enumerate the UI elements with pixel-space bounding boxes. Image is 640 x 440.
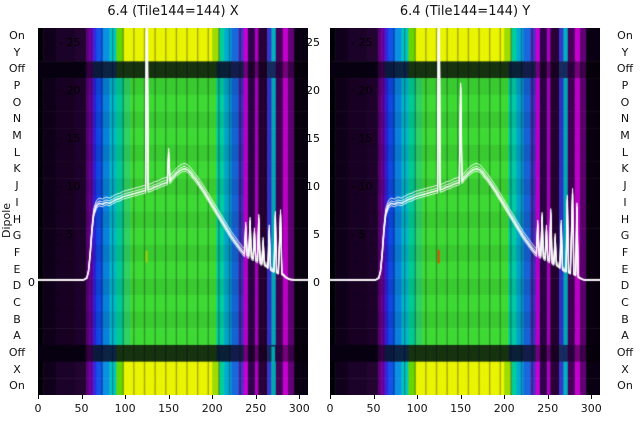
dipole-row-label-right: H (620, 212, 630, 226)
dipole-row-label-right: B (621, 312, 629, 326)
x-tick-label: 200 (201, 402, 223, 415)
dipole-row-label-left: F (13, 245, 21, 259)
dipole-row-label-right: M (620, 129, 630, 143)
x-tick-mark (38, 395, 39, 399)
x-tick-mark (547, 395, 549, 399)
x-tick-label: 150 (158, 402, 180, 415)
dipole-row-label-left: X (13, 362, 21, 376)
x-tick-mark (168, 395, 170, 399)
dipole-row-label-left: G (12, 229, 22, 243)
dipole-row-label-left: E (13, 262, 21, 276)
y-tick-label-inner: - 20 (351, 84, 373, 97)
dipole-row-label-left: L (13, 145, 21, 159)
dipole-row-label-left: K (13, 162, 21, 176)
dipole-row-label-right: J (623, 179, 627, 193)
dipole-row-label-left: N (12, 112, 22, 126)
y-tick-label-gap: 5 (313, 228, 320, 241)
x-tick-label: 200 (493, 402, 515, 415)
dipole-row-label-left: A (13, 329, 21, 343)
dipole-row-label-left: On (9, 29, 25, 42)
dipole-row-label-right: G (620, 229, 630, 243)
dipole-row-label-left: O (12, 95, 22, 109)
dipole-row-label-right: K (621, 162, 629, 176)
dipole-row-label-right: N (620, 112, 630, 126)
dipole-row-label-right: D (620, 279, 630, 293)
y-tick-label-gap: 15 (306, 132, 320, 145)
y-tick-label-gap: 10 (306, 180, 320, 193)
x-tick-label: 300 (288, 402, 310, 415)
heatmap-panel-x (38, 28, 308, 395)
x-tick-mark (299, 395, 301, 399)
dipole-row-label-left: J (15, 179, 19, 193)
dipole-row-label-right: F (621, 245, 629, 259)
dipole-row-label-right: Off (616, 62, 634, 76)
y-tick-label-gap: 20 (306, 84, 320, 97)
x-tick-label: 100 (406, 402, 428, 415)
y-tick-label-inner: - 20 (59, 84, 81, 97)
dipole-row-label-left: I (15, 195, 19, 209)
x-tick-label: 50 (366, 402, 381, 415)
dipole-row-label-right: On (617, 29, 633, 42)
dipole-row-label-left: H (12, 212, 22, 226)
heatmap-panel-y (330, 28, 600, 395)
dipole-row-label-right: I (623, 195, 627, 209)
dipole-row-label-right: X (621, 362, 629, 376)
x-tick-label: 300 (580, 402, 602, 415)
dipole-row-label-left: Y (13, 45, 21, 59)
x-tick-mark (373, 395, 375, 399)
dipole-row-label-right: On (617, 379, 633, 393)
x-tick-mark (591, 395, 593, 399)
y-tick-label-inner: - 15 (59, 132, 81, 145)
y-tick-label-inner: - 10 (59, 180, 81, 193)
y-zero-label-left: 0 (28, 276, 35, 289)
x-tick-label: 0 (326, 402, 334, 415)
dipole-row-label-right: E (621, 262, 629, 276)
x-tick-label: 50 (74, 402, 89, 415)
dipole-row-label-right: Y (621, 45, 629, 59)
x-tick-label: 250 (537, 402, 559, 415)
dipole-row-label-left: Off (8, 62, 26, 76)
y-tick-label-inner: - 5 (351, 228, 366, 241)
x-tick-mark (417, 395, 419, 399)
dipole-row-label-left: D (12, 279, 22, 293)
dipole-row-label-left: C (13, 295, 21, 309)
x-tick-mark (212, 395, 214, 399)
dipole-row-label-right: A (621, 329, 629, 343)
dipole-row-label-right: L (621, 145, 629, 159)
x-tick-label: 0 (34, 402, 42, 415)
y-tick-label-gap: 0 (313, 276, 320, 289)
x-tick-mark (504, 395, 506, 399)
dipole-row-label-right: P (621, 79, 629, 93)
y-tick-label-inner: - 10 (351, 180, 373, 193)
y-tick-label-inner: - 5 (59, 228, 74, 241)
y-tick-label-inner: - 25 (351, 36, 373, 49)
x-tick-label: 250 (245, 402, 267, 415)
x-tick-label: 100 (114, 402, 136, 415)
x-tick-label: 150 (450, 402, 472, 415)
x-tick-mark (81, 395, 83, 399)
y-tick-label-gap: 25 (306, 36, 320, 49)
panel-title-y: 6.4 (Tile144=144) Y (399, 4, 531, 19)
dipole-row-label-left: On (9, 379, 25, 393)
y-tick-label-inner: - 15 (351, 132, 373, 145)
dipole-row-label-left: M (12, 129, 22, 143)
dipole-row-label-right: O (620, 95, 630, 109)
dipole-row-label-right: Off (616, 345, 634, 359)
dipole-row-label-left: Off (8, 345, 26, 359)
x-tick-mark (460, 395, 462, 399)
x-tick-mark (255, 395, 257, 399)
dipole-row-label-right: C (621, 295, 629, 309)
dipole-row-label-left: P (13, 79, 21, 93)
panel-title-x: 6.4 (Tile144=144) X (107, 4, 239, 19)
x-tick-mark (125, 395, 127, 399)
dipole-row-label-left: B (13, 312, 21, 326)
x-tick-mark (330, 395, 331, 399)
y-tick-label-inner: - 25 (59, 36, 81, 49)
